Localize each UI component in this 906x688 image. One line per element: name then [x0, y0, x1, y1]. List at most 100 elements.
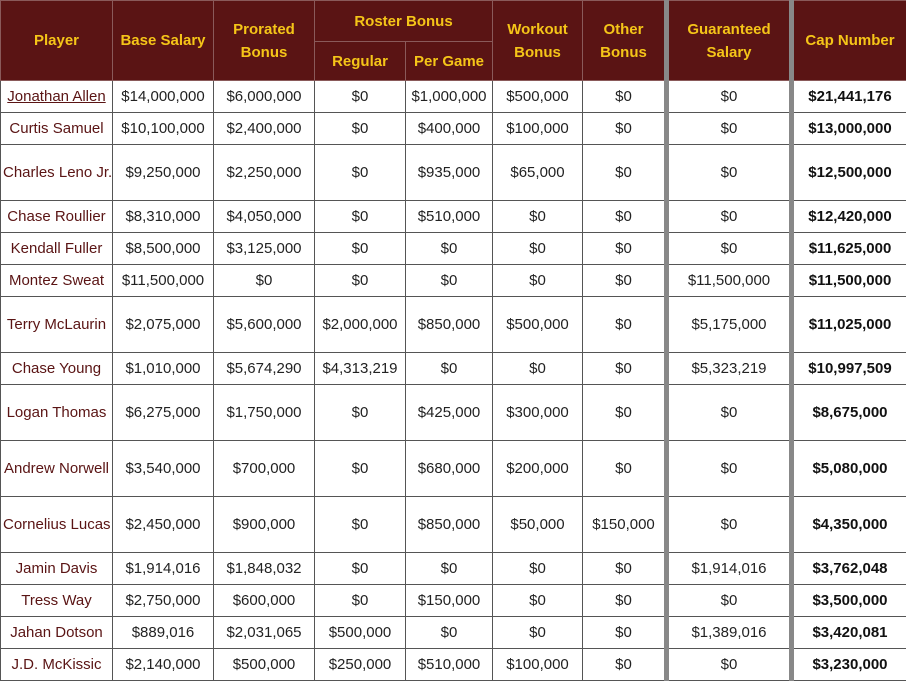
workout-cell: $100,000	[492, 112, 583, 145]
player-link[interactable]: Curtis Samuel	[9, 119, 104, 137]
player-link[interactable]: Tress Way	[21, 591, 92, 609]
workout-cell: $300,000	[492, 384, 583, 441]
col-header-base-salary[interactable]: Base Salary	[112, 0, 214, 81]
base-cell: $1,914,016	[112, 552, 214, 585]
per-game-cell: $935,000	[405, 144, 493, 201]
col-header-workout-bonus[interactable]: Workout Bonus	[492, 0, 583, 81]
player-link[interactable]: Jamin Davis	[15, 559, 98, 577]
regular-cell: $0	[314, 496, 406, 553]
per-game-cell: $0	[405, 552, 493, 585]
table-row: Jonathan Allen $14,000,000 $6,000,000 $0 $1,…	[0, 80, 906, 113]
player-link[interactable]: Kendall Fuller	[10, 239, 103, 257]
prorated-cell: $1,750,000	[213, 384, 315, 441]
per-game-cell: $680,000	[405, 440, 493, 497]
guaranteed-cell: $0	[664, 232, 792, 265]
base-cell: $8,500,000	[112, 232, 214, 265]
workout-cell: $0	[492, 232, 583, 265]
player-link[interactable]: Cornelius Lucas	[3, 515, 111, 533]
player-link[interactable]: Jonathan Allen	[7, 87, 106, 105]
table-row: Kendall Fuller $8,500,000 $3,125,000 $0 $0 $0…	[0, 232, 906, 265]
guaranteed-cell: $0	[664, 584, 792, 617]
table-row: Chase Young $1,010,000 $5,674,290 $4,313,21…	[0, 352, 906, 385]
cap-cell: $13,000,000	[789, 112, 906, 145]
table-row: Logan Thomas $6,275,000 $1,750,000 $0 $425,0…	[0, 384, 906, 441]
player-cell: Tress Way	[0, 584, 113, 617]
regular-cell: $0	[314, 144, 406, 201]
workout-cell: $0	[492, 584, 583, 617]
table-row: Charles Leno Jr. $9,250,000 $2,250,000 $0 $9…	[0, 144, 906, 201]
base-cell: $3,540,000	[112, 440, 214, 497]
guaranteed-cell: $0	[664, 384, 792, 441]
regular-cell: $4,313,219	[314, 352, 406, 385]
workout-cell: $50,000	[492, 496, 583, 553]
regular-cell: $0	[314, 384, 406, 441]
player-link[interactable]: Charles Leno Jr.	[3, 163, 113, 181]
workout-cell: $100,000	[492, 648, 583, 681]
base-cell: $14,000,000	[112, 80, 214, 113]
cap-cell: $3,230,000	[789, 648, 906, 681]
player-link[interactable]: J.D. McKissic	[11, 655, 102, 673]
col-header-roster-bonus: Roster Bonus	[314, 0, 493, 42]
prorated-cell: $1,848,032	[213, 552, 315, 585]
player-cell: Chase Young	[0, 352, 113, 385]
workout-cell: $0	[492, 200, 583, 233]
col-header-other-bonus[interactable]: Other Bonus	[582, 0, 667, 81]
header-row: Player Base Salary Prorated Bonus Roster…	[0, 0, 906, 81]
base-cell: $6,275,000	[112, 384, 214, 441]
other-cell: $0	[582, 352, 667, 385]
col-header-per-game[interactable]: Per Game	[405, 41, 493, 81]
prorated-cell: $500,000	[213, 648, 315, 681]
player-cell: Charles Leno Jr.	[0, 144, 113, 201]
player-link[interactable]: Chase Roullier	[7, 207, 106, 225]
prorated-cell: $0	[213, 264, 315, 297]
base-cell: $10,100,000	[112, 112, 214, 145]
regular-cell: $0	[314, 200, 406, 233]
guaranteed-cell: $0	[664, 112, 792, 145]
player-link[interactable]: Logan Thomas	[6, 403, 107, 421]
regular-cell: $0	[314, 264, 406, 297]
other-cell: $0	[582, 80, 667, 113]
col-header-regular[interactable]: Regular	[314, 41, 406, 81]
guaranteed-cell: $1,389,016	[664, 616, 792, 649]
table-body: Jonathan Allen $14,000,000 $6,000,000 $0 $1,…	[0, 80, 906, 681]
cap-cell: $3,500,000	[789, 584, 906, 617]
regular-cell: $2,000,000	[314, 296, 406, 353]
base-cell: $2,750,000	[112, 584, 214, 617]
player-link[interactable]: Montez Sweat	[8, 271, 105, 289]
table-row: Chase Roullier $8,310,000 $4,050,000 $0 $510…	[0, 200, 906, 233]
player-link[interactable]: Andrew Norwell	[3, 459, 110, 477]
prorated-cell: $5,600,000	[213, 296, 315, 353]
other-cell: $0	[582, 616, 667, 649]
base-cell: $11,500,000	[112, 264, 214, 297]
player-link[interactable]: Jahan Dotson	[10, 623, 103, 641]
workout-cell: $0	[492, 552, 583, 585]
col-header-player[interactable]: Player	[0, 0, 113, 81]
workout-cell: $200,000	[492, 440, 583, 497]
player-cell: Jamin Davis	[0, 552, 113, 585]
prorated-cell: $5,674,290	[213, 352, 315, 385]
base-cell: $2,075,000	[112, 296, 214, 353]
player-cell: Terry McLaurin	[0, 296, 113, 353]
player-cell: Andrew Norwell	[0, 440, 113, 497]
table-row: Jahan Dotson $889,016 $2,031,065 $500,000 $0…	[0, 616, 906, 649]
prorated-cell: $6,000,000	[213, 80, 315, 113]
player-link[interactable]: Chase Young	[11, 359, 102, 377]
player-cell: Kendall Fuller	[0, 232, 113, 265]
regular-cell: $0	[314, 584, 406, 617]
base-cell: $1,010,000	[112, 352, 214, 385]
cap-cell: $12,500,000	[789, 144, 906, 201]
per-game-cell: $0	[405, 264, 493, 297]
col-header-guaranteed-salary[interactable]: Guaranteed Salary	[664, 0, 792, 81]
col-header-prorated-bonus[interactable]: Prorated Bonus	[213, 0, 315, 81]
cap-cell: $11,025,000	[789, 296, 906, 353]
cap-cell: $8,675,000	[789, 384, 906, 441]
table-row: J.D. McKissic $2,140,000 $500,000 $250,000 $…	[0, 648, 906, 681]
other-cell: $0	[582, 296, 667, 353]
player-link[interactable]: Terry McLaurin	[6, 315, 107, 333]
player-cell: Chase Roullier	[0, 200, 113, 233]
per-game-cell: $850,000	[405, 496, 493, 553]
col-header-cap-number[interactable]: Cap Number	[789, 0, 906, 81]
table-row: Cornelius Lucas $2,450,000 $900,000 $0 $850,…	[0, 496, 906, 553]
cap-cell: $11,625,000	[789, 232, 906, 265]
per-game-cell: $1,000,000	[405, 80, 493, 113]
